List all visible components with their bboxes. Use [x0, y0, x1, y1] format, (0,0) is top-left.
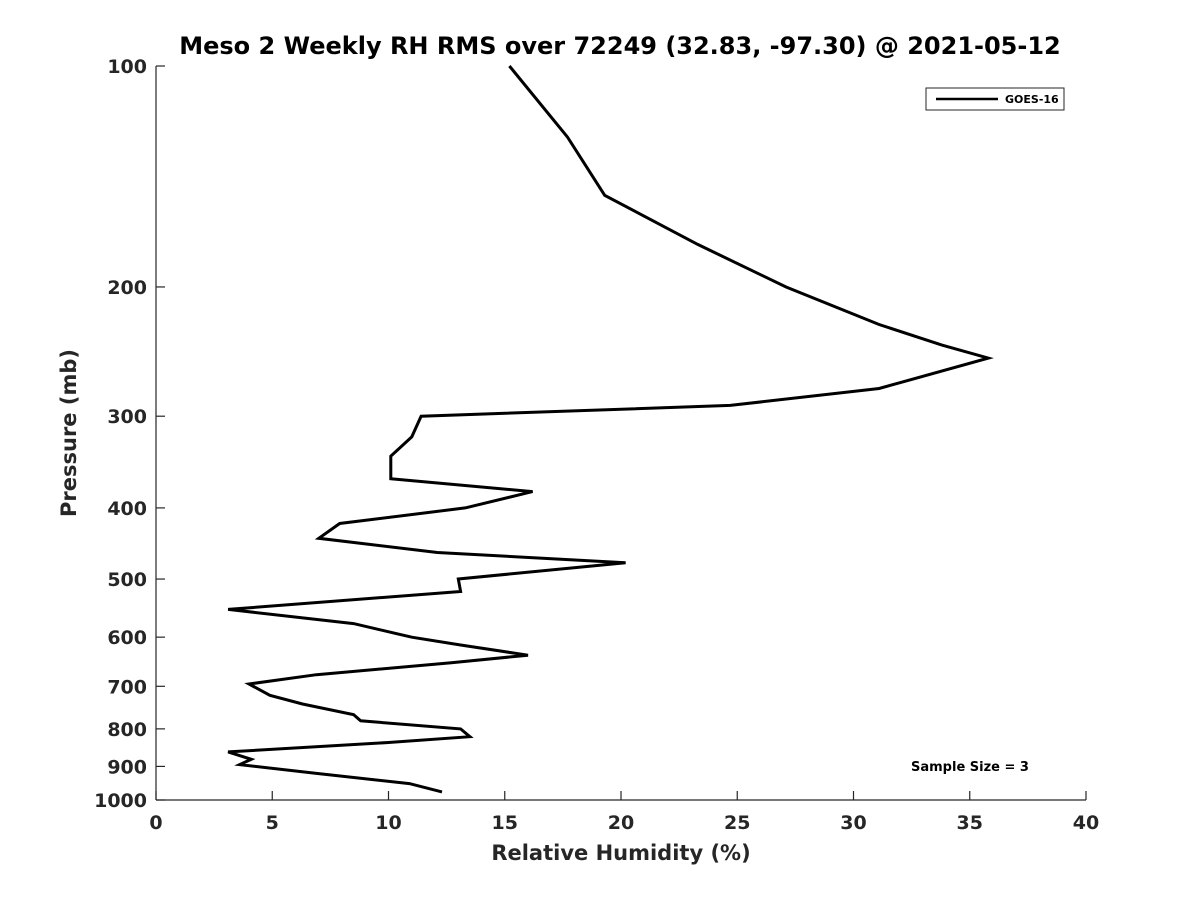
y-ticks: 100 200 300 400 500 600 700 800 900 1000 — [94, 56, 165, 812]
y-tick-label: 900 — [107, 756, 147, 778]
series-layer — [227, 65, 994, 794]
y-tick-label: 200 — [107, 277, 147, 299]
series-line — [227, 65, 994, 794]
y-tick-label: 700 — [107, 676, 147, 698]
x-tick-label: 0 — [149, 812, 162, 834]
x-tick-label: 25 — [724, 812, 750, 834]
y-tick-label: 100 — [107, 56, 147, 78]
y-tick-label: 300 — [107, 406, 147, 428]
y-tick-label: 400 — [107, 498, 147, 520]
x-tick-label: 30 — [840, 812, 866, 834]
x-tick-label: 10 — [375, 812, 401, 834]
x-axis-label: Relative Humidity (%) — [491, 841, 750, 865]
x-tick-label: 15 — [492, 812, 518, 834]
x-tick-label: 35 — [957, 812, 983, 834]
x-tick-label: 20 — [608, 812, 634, 834]
y-tick-label: 500 — [107, 569, 147, 591]
y-tick-label: 800 — [107, 719, 147, 741]
y-axis-label: Pressure (mb) — [57, 349, 81, 517]
x-ticks: 0 5 10 15 20 25 30 35 40 — [149, 791, 1099, 834]
x-tick-label: 40 — [1073, 812, 1099, 834]
y-tick-label: 1000 — [94, 790, 147, 812]
legend: GOES-16 — [925, 87, 1065, 111]
legend-label: GOES-16 — [1005, 93, 1059, 106]
sample-size-annotation: Sample Size = 3 — [911, 760, 1029, 775]
plot-frame — [156, 66, 1086, 800]
chart-title: Meso 2 Weekly RH RMS over 72249 (32.83, … — [179, 32, 1061, 60]
x-tick-label: 5 — [266, 812, 279, 834]
y-tick-label: 600 — [107, 627, 147, 649]
